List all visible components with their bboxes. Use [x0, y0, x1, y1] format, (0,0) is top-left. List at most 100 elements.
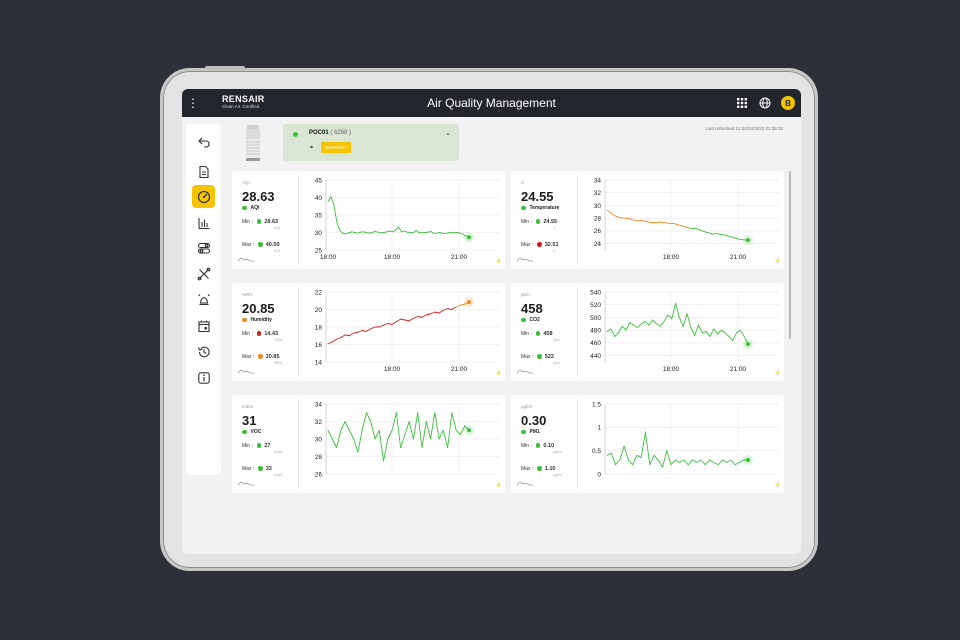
series-segment: [726, 459, 732, 463]
toggle-settings-icon[interactable]: [192, 236, 215, 259]
metric-chart-voc[interactable]: 26 28 30 32 34: [304, 398, 504, 490]
metric-card-pm1[interactable]: µg/m³ 0.30 PM1 Min :0.10 µg/m³ Max :1.10 µg/m³…: [511, 395, 784, 493]
series-segment: [619, 217, 626, 219]
y-tick-label: 460: [590, 340, 601, 347]
max-value: 522: [544, 354, 554, 360]
series-segment: [653, 454, 659, 461]
metric-chart-aqi[interactable]: 25 30 35 40 45 18:00 18:00 21:00: [304, 174, 504, 266]
series-segment: [383, 323, 389, 326]
series-segment: [721, 234, 727, 236]
support-badge[interactable]: SUPPORT: [321, 142, 351, 153]
series-segment: [736, 329, 741, 334]
metric-summary: ppm 458 CO2 Min :458 ppm Max :522 ppm: [521, 283, 577, 381]
series-segment: [712, 233, 718, 235]
max-status-dot: [537, 354, 542, 359]
y-tick-label: 16: [315, 342, 323, 349]
metric-value: 28.63: [242, 189, 275, 204]
max-value: 40.50: [265, 242, 280, 248]
expand-icon[interactable]: ✲: [495, 371, 501, 377]
series-segment: [674, 459, 681, 463]
min-row: Min :27 Index: [242, 443, 283, 454]
status-dot: [242, 429, 247, 435]
metric-unit: Index: [242, 404, 254, 409]
metric-chart-temperature[interactable]: 24 26 28 30 32 34 18:00 21:00: [583, 174, 783, 266]
y-tick-label: 20: [315, 307, 323, 314]
min-status-dot: [256, 219, 262, 224]
series-segment: [400, 230, 405, 233]
grid-icon[interactable]: [735, 96, 749, 110]
menu-icon[interactable]: ⋮: [187, 96, 199, 110]
metric-chart-humidity[interactable]: 14 16 18 20 22 18:00 21:00: [304, 286, 504, 378]
expand-icon[interactable]: ✲: [495, 259, 501, 265]
max-row: Max :1.10 µg/m³: [521, 466, 563, 477]
expand-icon[interactable]: ✲: [774, 483, 780, 489]
y-tick-label: 34: [315, 401, 323, 408]
sparkline-icon[interactable]: [237, 255, 255, 263]
series-segment: [344, 334, 350, 337]
sparkline-icon[interactable]: [237, 479, 255, 487]
series-segment: [632, 454, 638, 466]
max-row: Max :32.51 C: [521, 242, 559, 253]
metric-chart-pm1[interactable]: 0 0.5 1 1.5: [583, 398, 783, 490]
max-unit: C: [553, 249, 556, 253]
scrollbar[interactable]: [789, 171, 791, 339]
metric-chart-co2[interactable]: 440 460 480 500 520 540 18:00 21:00: [583, 286, 783, 378]
sparkline-icon[interactable]: [516, 367, 534, 375]
sparkline-icon[interactable]: [516, 479, 534, 487]
series-segment: [439, 232, 444, 234]
tools-icon[interactable]: [192, 262, 215, 285]
document-icon[interactable]: [192, 160, 215, 183]
series-segment: [391, 321, 397, 325]
series-segment: [657, 459, 663, 468]
back-icon[interactable]: [192, 130, 215, 153]
info-icon[interactable]: [192, 366, 215, 389]
bar-chart-icon[interactable]: [192, 211, 215, 234]
series-segment: [412, 229, 417, 234]
series-segment: [403, 230, 408, 233]
y-tick-label: 440: [590, 353, 601, 360]
series-segment: [648, 319, 654, 326]
series-segment: [632, 219, 639, 222]
series-segment: [640, 431, 646, 459]
series-segment: [327, 429, 333, 440]
globe-icon[interactable]: [758, 96, 772, 110]
series-segment: [421, 421, 427, 449]
series-segment: [663, 222, 670, 224]
series-segment: [696, 459, 702, 463]
series-segment: [667, 314, 673, 320]
max-status-dot: [258, 354, 263, 359]
expand-icon[interactable]: ✲: [774, 259, 780, 265]
series-segment: [353, 232, 358, 234]
metric-card-temperature[interactable]: C 24.55 Temperature Min :24.55 C Max :32.51 C ✲…: [511, 171, 784, 269]
series-segment: [427, 231, 432, 233]
status-dot: [521, 205, 526, 211]
series-segment: [659, 320, 665, 327]
dashboard-gauge-icon[interactable]: [192, 185, 215, 208]
metric-summary: µg/m³ 0.30 PM1 Min :0.10 µg/m³ Max :1.10 µg/m³: [521, 395, 577, 493]
series-segment: [438, 429, 444, 440]
calendar-icon[interactable]: [192, 314, 215, 337]
y-tick-label: 14: [315, 359, 323, 366]
metric-card-co2[interactable]: ppm 458 CO2 Min :458 ppm Max :522 ppm ✲ 440 460 48…: [511, 283, 784, 381]
series-segment: [615, 459, 621, 466]
series-segment: [729, 236, 736, 239]
series-segment: [640, 320, 646, 325]
sparkline-icon[interactable]: [516, 255, 534, 263]
metric-card-voc[interactable]: Index 31 VOC Min :27 Index Max :33 Index ✲ 26 28 3…: [232, 395, 505, 493]
series-segment: [460, 425, 466, 436]
sparkline-icon[interactable]: [237, 367, 255, 375]
brand-logo: RENSAIR Clean Air. Certified.: [222, 95, 265, 110]
alarm-icon[interactable]: [192, 288, 215, 311]
expand-icon[interactable]: ✲: [774, 371, 780, 377]
y-tick-label: 40: [315, 195, 323, 202]
history-icon[interactable]: [192, 340, 215, 363]
min-row: Min :14.43 %RH: [242, 331, 283, 342]
metric-card-humidity[interactable]: %RH 20.85 Humidity Min :14.43 %RH Max :20.85%…: [232, 283, 505, 381]
user-avatar[interactable]: B: [781, 96, 795, 110]
metric-card-aqi[interactable]: AQI 28.63 AQI Min :28.63 AQI Max :40.50 AQI ✲ 25…: [232, 171, 505, 269]
expand-icon[interactable]: ✲: [495, 483, 501, 489]
device-selector[interactable]: POC01 ( 6268 ) ⌄ ⚭ SUPPORT: [283, 124, 459, 161]
x-tick-label: 18:00: [384, 254, 401, 261]
y-tick-label: 26: [594, 228, 602, 235]
chevron-down-icon[interactable]: ⌄: [445, 130, 451, 137]
